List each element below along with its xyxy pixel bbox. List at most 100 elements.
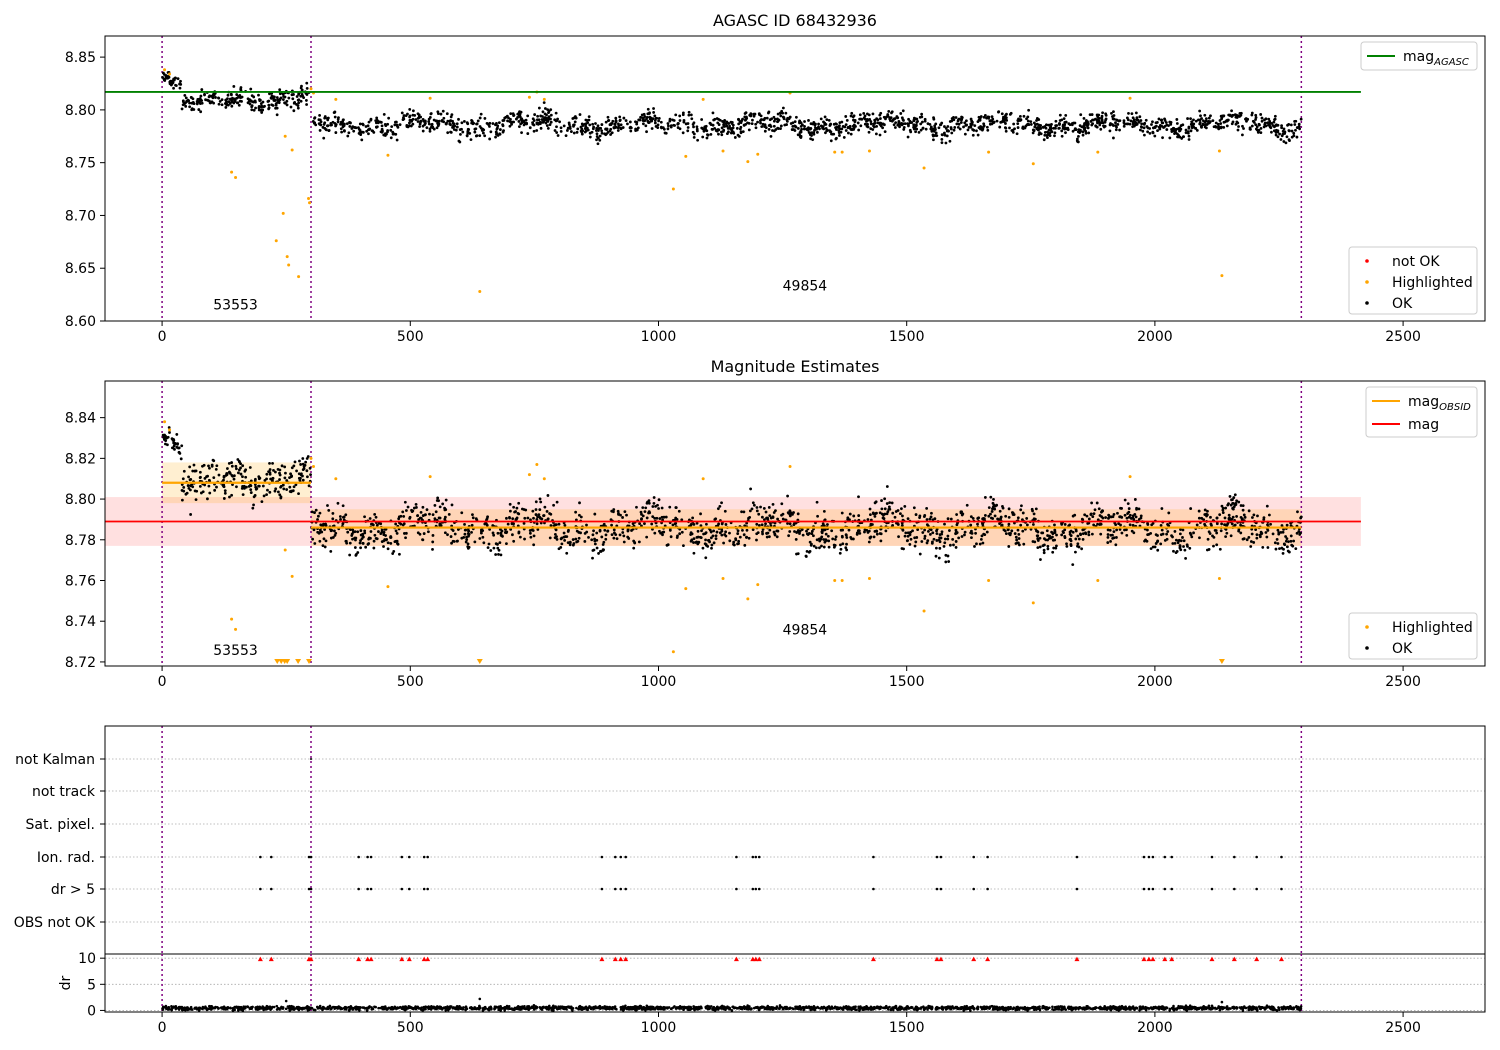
panel1-ok-point [954, 116, 958, 119]
panel1-ok-point [1004, 118, 1008, 122]
panel2-ok-point [718, 504, 722, 508]
panel2-ok-point [1112, 512, 1116, 516]
panel1-ok-point [519, 110, 523, 114]
panel1-ok-point [176, 77, 180, 81]
panel2-ok-point [421, 505, 425, 509]
panel1-ok-point [257, 106, 261, 110]
panel2-ok-point [720, 501, 723, 505]
panel1-ok-point [790, 128, 794, 131]
panel1-ok-point [428, 115, 432, 119]
panel2-ok-point [532, 543, 536, 547]
panel1-ok-point [973, 124, 977, 128]
panel2-ok-point [232, 474, 236, 478]
panel1-ok-point [1288, 139, 1291, 142]
panel1-ok-point [876, 118, 880, 122]
panel2-ok-point [288, 485, 292, 489]
panel2-ok-point [301, 457, 305, 460]
panel1-ok-point [171, 79, 175, 83]
panel2-ok-point [845, 548, 849, 552]
panel2-ok-point [969, 515, 973, 519]
panel2-ok-point [1224, 535, 1228, 538]
panel2-ok-point [1009, 531, 1012, 535]
panel3-flag-point [614, 855, 617, 859]
panel1-ok-point [824, 126, 828, 130]
panel2-ok-point [704, 556, 708, 560]
panel2-ok-point [242, 484, 246, 488]
panel1-ok-point [1139, 125, 1143, 129]
panel2-ok-point [745, 528, 749, 532]
panel1-ok-point [334, 131, 338, 134]
panel1-ok-point [1203, 113, 1207, 117]
panel2-ok-point [710, 546, 713, 550]
panel3-flag-point [422, 887, 426, 891]
panel1-ok-point [939, 123, 942, 127]
panel1-ok-point [1118, 128, 1121, 132]
panel2-ok-point [1250, 532, 1254, 536]
panel1-ok-point [472, 121, 476, 125]
panel1-ok-point [937, 126, 941, 130]
panel1-ok-point [258, 98, 262, 102]
panel1-ok-point [233, 97, 237, 101]
panel2-ok-point [266, 488, 269, 492]
panel2-ok-point [745, 535, 749, 539]
panel2-ok-point [374, 515, 378, 519]
panel1-ok-point [1204, 117, 1208, 121]
panel3-flag-point [400, 887, 404, 891]
panel2-ok-point [652, 496, 656, 499]
panel1-ok-point [868, 117, 872, 121]
panel2-ok-point [1042, 551, 1046, 555]
panel2-ok-point [565, 551, 569, 555]
panel2-ok-point [1185, 543, 1189, 547]
panel2-ok-point [708, 540, 711, 544]
panel2-ok-point [1179, 528, 1182, 531]
panel1-ok-point [754, 122, 758, 126]
panel1-ok-point [900, 123, 904, 127]
panel1-ok-point [239, 96, 243, 99]
panel1-ok-point [1282, 127, 1286, 131]
panel3-flag-point [939, 855, 943, 859]
panel2-ok-point [983, 496, 987, 499]
panel1-ok-point [900, 116, 904, 120]
panel1-ok-point [610, 131, 614, 135]
panel2-ok-point [392, 549, 396, 553]
panel2-ok-point [1004, 514, 1008, 518]
panel2-ok-point [680, 530, 684, 534]
panel1-ok-point [997, 110, 1001, 114]
panel1-ok-point [820, 125, 824, 128]
panel1-ok-point [526, 114, 530, 118]
panel2-ok-point [760, 523, 764, 527]
panel2-ok-point [643, 510, 647, 513]
panel2-ok-point [1042, 548, 1046, 552]
panel2-ok-point [1081, 537, 1085, 541]
panel1-ytick-label: 8.65 [65, 261, 96, 277]
panel2-ok-point [869, 523, 873, 527]
panel2-ok-point [466, 532, 470, 535]
panel2-ok-point [868, 507, 872, 511]
panel2-ok-point [724, 523, 728, 526]
panel1-ok-point [844, 123, 848, 127]
panel2-ok-point [546, 517, 550, 521]
panel2-ok-point [980, 534, 984, 538]
panel2-ok-point [1209, 515, 1212, 519]
panel2-ok-point [1001, 505, 1004, 508]
panel1-ok-point [296, 106, 300, 110]
panel1-ok-point [374, 121, 378, 125]
panel1-highlighted-point [287, 263, 291, 267]
panel2-ok-point [208, 491, 212, 495]
panel2-ok-point [728, 539, 732, 543]
panel1-ok-point [1061, 124, 1065, 128]
panel1-ok-point [1280, 126, 1283, 130]
panel2-ok-point [356, 530, 360, 534]
panel2-ok-point [291, 489, 295, 493]
panel2-ok-point [368, 517, 372, 520]
panel2-ok-point [187, 475, 190, 479]
panel2-ok-point [1178, 532, 1182, 536]
panel1-ok-point [899, 112, 903, 115]
panel1-highlighted-point [386, 153, 390, 157]
panel2-ok-point [973, 545, 976, 548]
panel2-ok-point [441, 502, 445, 506]
panel1-ok-point [1039, 123, 1043, 127]
panel3-flag-point [1147, 887, 1151, 891]
